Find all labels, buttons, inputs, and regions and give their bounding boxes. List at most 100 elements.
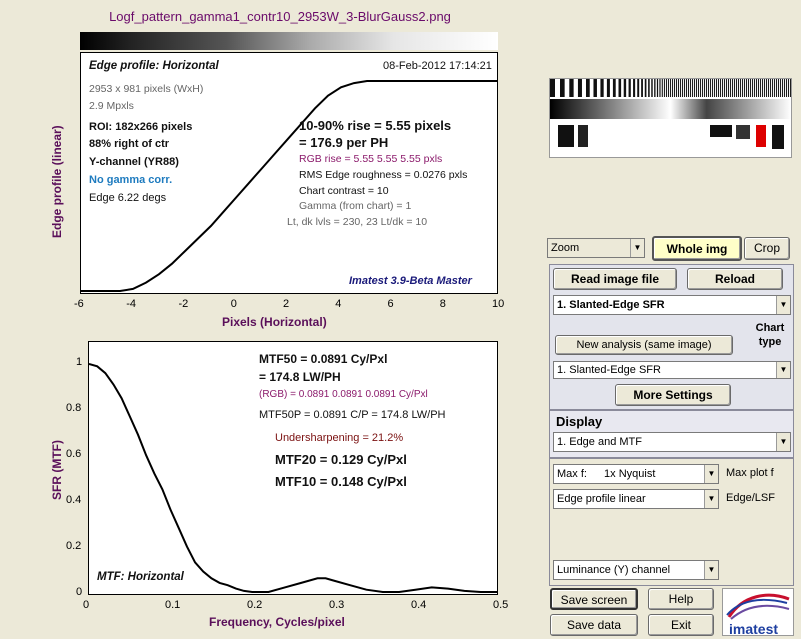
data-point xyxy=(132,288,134,290)
display-select[interactable]: 1. Edge and MTF ▼ xyxy=(553,432,791,452)
mtf-x-tick: 0.1 xyxy=(165,599,181,611)
thumbnail-bar xyxy=(737,79,739,97)
chevron-down-icon: ▼ xyxy=(704,465,718,483)
edge-plot-heading: Edge profile: Horizontal xyxy=(89,60,219,72)
data-point xyxy=(267,591,270,593)
chevron-down-icon: ▼ xyxy=(704,561,718,579)
whole-img-label: Whole img xyxy=(666,242,728,256)
data-point xyxy=(194,561,196,563)
edge-lsf-label: Edge/LSF xyxy=(726,492,775,504)
thumbnail-bar xyxy=(623,79,627,97)
data-point xyxy=(153,472,155,474)
exit-button[interactable]: Exit xyxy=(648,614,714,636)
edge-roughness: RMS Edge roughness = 0.0276 pxls xyxy=(299,169,468,181)
thumbnail-bar xyxy=(751,79,753,97)
mtf-x-tick: 0.4 xyxy=(411,599,427,611)
thumbnail-bar xyxy=(765,79,767,97)
thumbnail-bar xyxy=(600,79,604,97)
data-point xyxy=(392,80,394,82)
edge-angle: Edge 6.22 degs xyxy=(89,192,167,204)
thumbnail-bar xyxy=(606,79,610,97)
series-line xyxy=(81,80,497,292)
zoom-select-value: Zoom xyxy=(551,242,580,254)
data-point xyxy=(170,509,172,511)
read-image-button[interactable]: Read image file xyxy=(553,268,677,290)
thumbnail-bar xyxy=(757,79,759,97)
crop-button[interactable]: Crop xyxy=(744,237,790,260)
data-point xyxy=(300,582,302,584)
imatest-watermark: Imatest 3.9-Beta Master xyxy=(349,275,472,287)
edge-x-tick: 8 xyxy=(439,298,446,310)
chart-type-select[interactable]: 1. Slanted-Edge SFR ▼ xyxy=(553,361,791,379)
data-point xyxy=(262,166,264,168)
edge-x-tick: 10 xyxy=(492,298,505,310)
thumbnail-bar xyxy=(747,79,749,97)
save-screen-label: Save screen xyxy=(560,593,628,607)
thumbnail-bar xyxy=(785,79,787,97)
thumbnail-bar xyxy=(661,79,663,97)
thumbnail-bar xyxy=(761,79,763,97)
edge-x-tick: -2 xyxy=(178,298,189,310)
thumbnail-bar xyxy=(671,79,673,97)
edge-x-tick: -6 xyxy=(74,298,84,310)
thumbnail-bar xyxy=(644,79,647,97)
thumbnail-bar xyxy=(773,79,775,97)
thumbnail-bar xyxy=(659,79,661,97)
thumbnail-bar xyxy=(633,79,636,97)
edge-x-axis-label: Pixels (Horizontal) xyxy=(222,315,327,329)
thumbnail-bar xyxy=(673,79,675,97)
data-point xyxy=(496,80,497,82)
reload-button[interactable]: Reload xyxy=(687,268,783,290)
mtf50p-value: MTF50P = 0.0891 C/P = 174.8 LW/PH xyxy=(259,409,446,421)
data-point xyxy=(81,290,82,292)
data-point xyxy=(236,195,238,198)
rise-distance: 10-90% rise = 5.55 pixels xyxy=(299,118,452,133)
read-image-label: Read image file xyxy=(570,272,660,286)
data-point xyxy=(365,589,367,591)
mtf20-value: MTF20 = 0.129 Cy/Pxl xyxy=(275,452,407,467)
data-point xyxy=(414,589,416,591)
data-point xyxy=(447,588,449,590)
chart-type-label: Chart type xyxy=(752,321,788,349)
data-point xyxy=(112,383,115,386)
channel-info: Y-channel (YR88) xyxy=(89,156,179,168)
rise-per-ph: = 176.9 per PH xyxy=(299,135,389,150)
new-analysis-button[interactable]: New analysis (same image) xyxy=(555,335,733,355)
whole-img-button[interactable]: Whole img xyxy=(652,236,742,261)
new-analysis-label: New analysis (same image) xyxy=(576,339,712,351)
thumbnail-bar xyxy=(713,79,715,97)
thumbnail-bar xyxy=(779,79,781,97)
analysis-type-select[interactable]: 1. Slanted-Edge SFR ▼ xyxy=(553,295,791,315)
mtf-y-tick: 0 xyxy=(76,586,83,598)
thumbnail-bar xyxy=(745,79,747,97)
more-settings-button[interactable]: More Settings xyxy=(615,384,731,406)
zoom-select[interactable]: Zoom ▼ xyxy=(547,238,645,258)
max-freq-select[interactable]: Max f: 1x Nyquist ▼ xyxy=(553,464,719,484)
save-data-button[interactable]: Save data xyxy=(550,614,638,636)
edge-profile-curve xyxy=(81,80,497,292)
image-size: 2953 x 981 pixels (WxH) xyxy=(89,83,204,95)
thumbnail-bar xyxy=(665,79,667,97)
data-point xyxy=(340,86,342,88)
mtf-plot: MTF50 = 0.0891 Cy/Pxl = 174.8 LW/PH (RGB… xyxy=(88,341,498,595)
rgb-rise: RGB rise = 5.55 5.55 5.55 pxls xyxy=(299,153,443,165)
save-screen-button[interactable]: Save screen xyxy=(550,588,638,610)
thumbnail-bar xyxy=(739,79,741,97)
edge-profile-select[interactable]: Edge profile linear ▼ xyxy=(553,489,719,509)
help-button[interactable]: Help xyxy=(648,588,714,610)
edge-plot-date: 08-Feb-2012 17:14:21 xyxy=(383,60,492,72)
channel-select[interactable]: Luminance (Y) channel ▼ xyxy=(553,560,719,580)
reload-label: Reload xyxy=(714,272,755,286)
thumbnail-bar xyxy=(703,79,705,97)
data-point xyxy=(382,591,384,593)
thumbnail-bar xyxy=(783,79,785,97)
data-point xyxy=(431,586,433,588)
edge-x-tick: 4 xyxy=(335,298,342,310)
data-point xyxy=(202,570,204,573)
thumbnail-bar xyxy=(781,79,783,97)
thumbnail-graphic xyxy=(550,79,791,149)
edge-plot: Edge profile: Horizontal 08-Feb-2012 17:… xyxy=(80,52,498,294)
thumbnail-bar xyxy=(741,79,743,97)
more-settings-label: More Settings xyxy=(633,388,713,402)
data-point xyxy=(137,434,139,436)
